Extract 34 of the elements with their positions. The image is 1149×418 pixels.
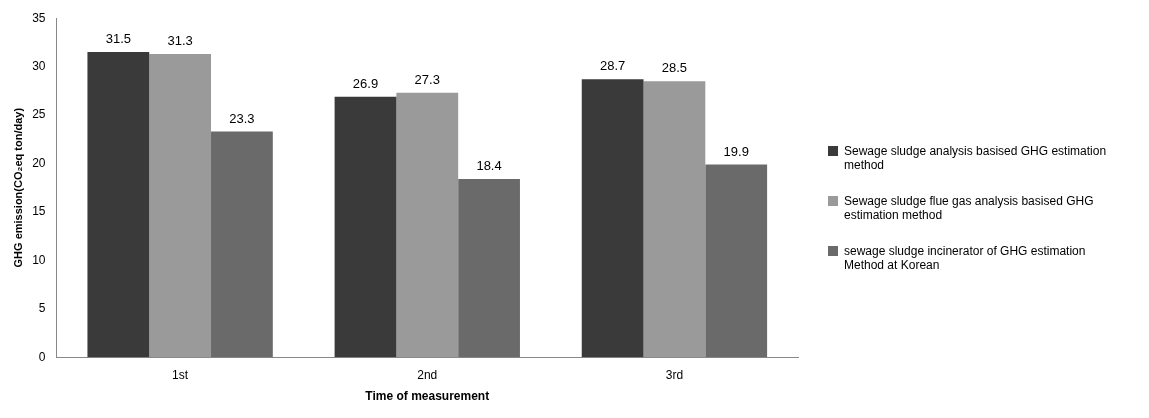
x-tick-label: 1st <box>172 367 189 382</box>
y-axis-title: GHG emission(CO₂eq ton/day) <box>11 107 24 268</box>
y-tick-label: 20 <box>32 155 46 170</box>
bar <box>149 54 212 358</box>
data-label: 18.4 <box>476 158 502 174</box>
bar <box>334 96 397 358</box>
data-label: 28.5 <box>661 60 688 76</box>
data-label: 31.5 <box>105 31 131 47</box>
x-axis-title: Time of measurement <box>365 389 490 404</box>
data-label: 31.3 <box>167 33 193 49</box>
y-tick-label: 25 <box>32 107 46 122</box>
x-tick-label: 2nd <box>417 367 438 382</box>
y-tick-label: 35 <box>32 10 46 25</box>
y-tick-label: 5 <box>38 301 46 316</box>
legend-label: Sewage sludge flue gas analysis basised GHG estimation method <box>844 194 1095 222</box>
data-label: 19.9 <box>723 143 749 159</box>
bar <box>396 92 459 358</box>
legend-label: sewage sludge incinerator of GHG estimation Method at Korean <box>844 244 1087 272</box>
y-tick-label: 15 <box>32 204 46 219</box>
legend-label: Sewage sludge analysis basised GHG estimation method <box>844 144 1108 172</box>
data-label: 26.9 <box>352 75 379 91</box>
bar <box>211 131 273 358</box>
bar <box>643 81 706 358</box>
y-tick-label: 10 <box>32 252 46 267</box>
bar <box>458 178 520 358</box>
bar <box>581 79 644 358</box>
data-label: 23.3 <box>229 110 255 126</box>
bar <box>87 52 150 358</box>
data-label: 27.3 <box>414 71 440 87</box>
x-tick-label: 3rd <box>665 367 684 382</box>
data-label: 28.7 <box>599 58 626 74</box>
y-tick-label: 0 <box>38 349 46 364</box>
bar <box>705 164 768 358</box>
y-tick-label: 30 <box>32 58 46 73</box>
